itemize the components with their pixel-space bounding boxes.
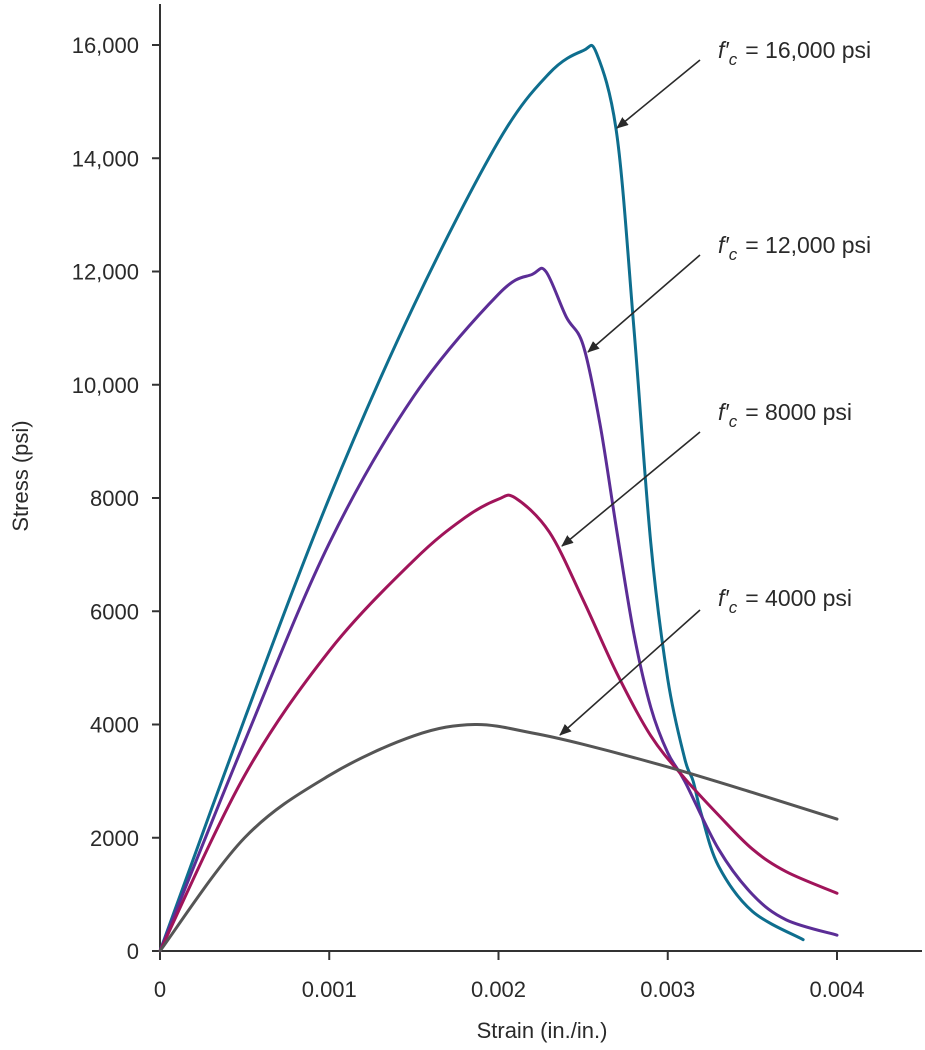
label-subscript: c <box>729 245 738 264</box>
x-tick-label: 0 <box>154 977 166 1002</box>
label-symbol: f′ <box>718 585 729 611</box>
label-subscript: c <box>729 50 738 69</box>
x-tick-label: 0.003 <box>640 977 695 1002</box>
y-tick-label: 2000 <box>90 826 139 851</box>
y-axis-title: Stress (psi) <box>8 420 33 531</box>
series-label-2: f′c = 8000 psi <box>718 399 852 431</box>
y-tick-label: 4000 <box>90 713 139 738</box>
label-subscript: c <box>729 412 738 431</box>
curves <box>158 44 839 953</box>
y-tick-label: 0 <box>127 939 139 964</box>
series-label-0: f′c = 16,000 psi <box>718 37 871 69</box>
label-value: = 16,000 psi <box>745 37 871 63</box>
x-tick-label: 0.001 <box>302 977 357 1002</box>
label-subscript: c <box>729 598 738 617</box>
y-tick-label: 16,000 <box>72 33 139 58</box>
x-tick-label: 0.004 <box>809 977 864 1002</box>
label-symbol: f′ <box>718 399 729 425</box>
series-line-1 <box>158 266 839 953</box>
series-label-3: f′c = 4000 psi <box>718 585 852 617</box>
label-symbol: f′ <box>718 37 729 63</box>
y-tick-label: 6000 <box>90 599 139 624</box>
x-tick-label: 0.002 <box>471 977 526 1002</box>
y-tick-label: 12,000 <box>72 260 139 285</box>
label-value: = 4000 psi <box>745 585 852 611</box>
y-tick-label: 8000 <box>90 486 139 511</box>
label-arrow-3 <box>559 609 701 736</box>
label-symbol: f′ <box>718 232 729 258</box>
series-line-3 <box>158 722 839 953</box>
label-value: = 8000 psi <box>745 399 852 425</box>
label-value: = 12,000 psi <box>745 232 871 258</box>
series-line-2 <box>158 493 839 953</box>
y-tick-label: 10,000 <box>72 373 139 398</box>
label-arrow-2 <box>561 431 701 547</box>
y-tick-label: 14,000 <box>72 146 139 171</box>
x-axis-title: Strain (in./in.) <box>477 1018 608 1043</box>
series-label-1: f′c = 12,000 psi <box>718 232 871 264</box>
ticks: 0 2000 4000 6000 8000 10,000 12,000 14,000 16,00… <box>72 33 865 1002</box>
label-arrow-0 <box>616 59 701 129</box>
label-arrow-1 <box>587 254 701 353</box>
series-line-0 <box>158 44 805 953</box>
axes <box>159 4 922 952</box>
